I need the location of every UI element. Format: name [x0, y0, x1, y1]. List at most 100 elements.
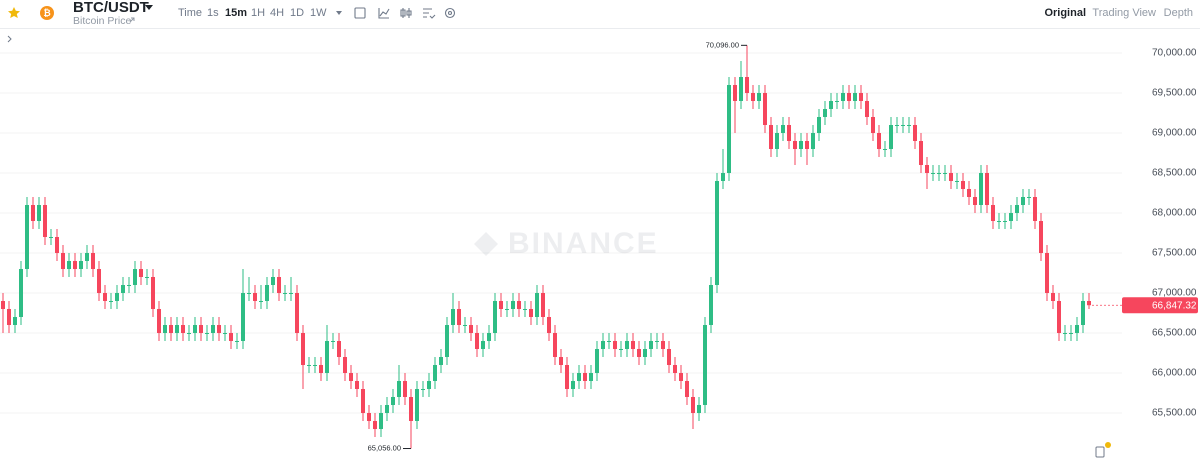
candle-body: [301, 333, 305, 365]
candle-body: [1003, 221, 1007, 222]
candle-body: [529, 309, 533, 317]
candle-body: [1069, 333, 1073, 334]
candle-body: [523, 309, 527, 310]
candle-body: [151, 277, 155, 309]
candle-body: [943, 173, 947, 174]
candle-body: [73, 261, 77, 269]
candle-body: [967, 189, 971, 197]
candle-body: [733, 85, 737, 101]
candle-body: [421, 389, 425, 390]
candle-body: [13, 317, 17, 325]
y-tick-label: 67,500.00: [1152, 248, 1197, 259]
view-tab[interactable]: Depth: [1164, 7, 1193, 19]
candle-body: [883, 149, 887, 150]
indicator-icon[interactable]: [378, 8, 390, 19]
candle-body: [823, 109, 827, 117]
candle-body: [403, 381, 407, 397]
candle-body: [553, 333, 557, 357]
candle-body: [895, 125, 899, 126]
candle-body: [547, 317, 551, 333]
candle-body: [169, 325, 173, 333]
candle-body: [625, 341, 629, 349]
candle-body: [799, 141, 803, 149]
candle-body: [133, 269, 137, 285]
candle-body: [253, 293, 257, 301]
interval-dropdown[interactable]: [336, 11, 342, 15]
candle-body: [487, 333, 491, 341]
subtitle[interactable]: Bitcoin Price: [73, 15, 132, 27]
candle-body: [307, 365, 311, 366]
candle-body: [187, 333, 191, 334]
candle-body: [121, 285, 125, 293]
candle-body: [49, 237, 53, 238]
candle-body: [295, 293, 299, 333]
calendar-icon[interactable]: [354, 7, 366, 19]
candle-body: [571, 381, 575, 389]
candle-body: [427, 381, 431, 389]
interval-button[interactable]: 1H: [251, 7, 265, 19]
candle-body: [1057, 301, 1061, 333]
candle-body: [31, 205, 35, 221]
candle-body: [331, 341, 335, 342]
candle-body: [325, 341, 329, 373]
candle-icon[interactable]: [400, 8, 412, 18]
interval-button[interactable]: 1s: [207, 7, 219, 19]
candle-body: [1045, 253, 1049, 293]
favorite-star[interactable]: [8, 7, 20, 18]
candle-body: [319, 365, 323, 373]
interval-button[interactable]: 4H: [270, 7, 284, 19]
candle-body: [79, 261, 83, 269]
candle-body: [229, 333, 233, 341]
interval-button[interactable]: 1D: [290, 7, 304, 19]
candle-body: [793, 141, 797, 149]
candle-body: [835, 101, 839, 102]
candle-body: [661, 341, 665, 349]
candle-body: [985, 173, 989, 205]
high-marker-label: 70,096.00: [706, 40, 739, 49]
candle-body: [565, 365, 569, 389]
candle-body: [907, 125, 911, 126]
candle-body: [559, 357, 563, 365]
template-icon[interactable]: [423, 8, 436, 19]
candle-body: [877, 133, 881, 149]
candle-body: [511, 301, 515, 309]
candle-body: [19, 269, 23, 317]
view-tab[interactable]: Original: [1044, 7, 1086, 19]
candle-body: [775, 133, 779, 149]
candle-body: [337, 341, 341, 357]
candle-body: [367, 413, 371, 421]
candle-body: [385, 405, 389, 413]
notes-icon[interactable]: [1095, 446, 1105, 458]
y-tick-label: 70,000.00: [1152, 48, 1197, 59]
symbol[interactable]: BTC/USDT: [73, 0, 149, 16]
candle-body: [763, 93, 767, 125]
candle-body: [433, 365, 437, 381]
candle-body: [847, 93, 851, 101]
candle-body: [43, 205, 47, 237]
candle-body: [607, 341, 611, 342]
candle-body: [979, 173, 983, 205]
candle-body: [379, 413, 383, 429]
y-tick-label: 68,500.00: [1152, 168, 1197, 179]
interval-button[interactable]: Time: [178, 7, 202, 19]
candle-body: [1, 301, 5, 309]
expand-arrow[interactable]: [7, 35, 12, 43]
candle-body: [541, 293, 545, 317]
candle-body: [667, 349, 671, 365]
candle-body: [805, 141, 809, 149]
settings-icon[interactable]: [444, 7, 456, 19]
candle-body: [631, 341, 635, 349]
candle-body: [1009, 213, 1013, 221]
candle-body: [1063, 333, 1067, 334]
candle-body: [463, 325, 467, 326]
candle-body: [481, 341, 485, 349]
interval-button[interactable]: 1W: [310, 7, 327, 19]
candle-body: [313, 365, 317, 366]
candle-body: [973, 197, 977, 205]
view-tab[interactable]: Trading View: [1092, 7, 1156, 19]
interval-button[interactable]: 15m: [225, 7, 247, 19]
candle-body: [1081, 301, 1085, 325]
symbol-dropdown[interactable]: [145, 5, 153, 10]
candle-body: [655, 341, 659, 342]
